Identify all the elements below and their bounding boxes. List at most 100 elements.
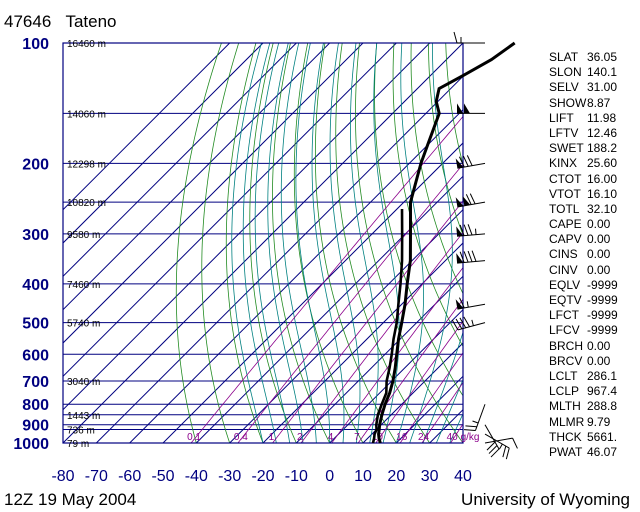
wind-barb — [484, 424, 500, 458]
pressure-tick-label: 500 — [22, 316, 49, 333]
wind-barb — [456, 224, 486, 237]
moist-adiabat-line — [280, 43, 317, 443]
wind-barb-full-tick — [469, 193, 476, 205]
temperature-tick-label: 40 — [454, 468, 472, 485]
pressure-tick-label: 100 — [22, 36, 49, 53]
index-name: LFCV — [549, 323, 580, 338]
moist-adiabat-line — [395, 43, 424, 443]
wind-barb-flag — [455, 197, 464, 208]
index-row: BRCH 0.00 — [549, 339, 637, 354]
data-source: University of Wyoming — [461, 490, 630, 509]
wind-barb — [455, 297, 486, 310]
index-name: MLTH — [549, 399, 581, 414]
wind-barb-full-tick — [467, 250, 473, 262]
isotherm-line — [195, 175, 463, 443]
isotherm-line — [63, 43, 264, 244]
height-label: 5740 m — [67, 319, 100, 330]
temperature-tick-label: 30 — [421, 468, 439, 485]
index-row: THCK 5661. — [549, 430, 637, 445]
height-label: 79 m — [67, 439, 89, 450]
mixing-ratio-line — [331, 266, 463, 443]
moist-adiabat-line — [254, 43, 291, 443]
dry-adiabat-line — [293, 43, 364, 443]
index-name: CAPV — [549, 232, 582, 247]
mixing-ratio-line — [300, 231, 463, 443]
wind-barb-flag — [456, 226, 464, 237]
index-row: LFTV 12.46 — [549, 126, 637, 141]
wind-barb-staff — [474, 404, 486, 431]
wind-barb — [455, 155, 486, 169]
wind-barb-staff — [457, 233, 486, 237]
index-row: BRCV 0.00 — [549, 354, 637, 369]
height-label: 7460 m — [67, 280, 100, 291]
index-name: SWET — [549, 141, 584, 156]
wind-barb-full-tick — [466, 155, 473, 166]
station-id: 47646 — [4, 12, 52, 31]
mixing-ratio-label: 4 — [328, 432, 334, 443]
index-value: 8.87 — [587, 95, 611, 110]
index-name: KINX — [549, 156, 578, 171]
index-name: CINV — [549, 262, 578, 277]
temperature-tick-label: -40 — [185, 468, 208, 485]
moist-adiabat-line — [242, 43, 277, 443]
temperature-tick-label: -60 — [118, 468, 141, 485]
pressure-tick-label: 900 — [22, 418, 49, 435]
index-value: 5661. — [587, 429, 618, 444]
wind-barb-full-tick — [463, 251, 469, 263]
index-value: -9999 — [587, 277, 618, 292]
height-label: 3040 m — [67, 377, 100, 388]
wind-barb-flag — [455, 299, 464, 310]
station-title: 47646 Tateno — [4, 12, 117, 32]
wind-barb-staff — [484, 424, 500, 450]
index-row: MLMR 9.79 — [549, 415, 637, 430]
wind-barb — [455, 193, 486, 208]
wind-barb-full-tick — [459, 224, 465, 236]
index-row: LFCT -9999 — [549, 308, 637, 323]
pressure-tick-label: 400 — [22, 277, 49, 294]
moist-adiabat-line — [311, 43, 345, 443]
height-label: 14060 m — [67, 109, 106, 120]
index-value: 967.4 — [587, 384, 618, 399]
wind-barb-flag — [456, 253, 464, 264]
moist-adiabat-line — [267, 43, 304, 443]
moist-adiabat-line — [329, 43, 361, 443]
station-name: Tateno — [65, 12, 117, 31]
index-row: CAPE 0.00 — [549, 217, 637, 232]
pressure-tick-label: 800 — [22, 397, 49, 414]
index-name: LFTV — [549, 125, 579, 140]
index-row: TOTL 32.10 — [549, 202, 637, 217]
height-label: 9580 m — [67, 230, 100, 241]
wind-barb-full-tick — [462, 155, 469, 167]
isotherm-line — [95, 75, 463, 443]
index-name: TOTL — [549, 201, 580, 216]
index-value: 12.46 — [587, 125, 618, 140]
mixing-ratio-label: 1 — [269, 432, 275, 443]
wind-barb-full-tick — [488, 445, 498, 454]
wind-barb-full-tick — [505, 447, 510, 460]
wind-barb — [464, 404, 486, 432]
dewpoint-profile-line — [371, 208, 404, 444]
index-name: THCK — [549, 429, 582, 444]
index-row: CTOT 16.00 — [549, 172, 637, 187]
temperature-tick-label: -70 — [85, 468, 108, 485]
mixing-ratio-unit-label: g/kg — [461, 432, 480, 443]
index-value: -9999 — [587, 323, 618, 338]
temperature-tick-label: -10 — [285, 468, 308, 485]
index-value: 9.79 — [587, 414, 611, 429]
wind-barb-full-tick — [459, 317, 467, 329]
index-name: PWAT — [549, 444, 583, 459]
temperature-tick-label: -50 — [151, 468, 174, 485]
index-value: 0.00 — [587, 262, 611, 277]
mixing-ratio-label: 7 — [354, 432, 360, 443]
dry-adiabat-line — [428, 43, 463, 237]
wind-barb-full-tick — [459, 251, 465, 263]
index-row: EQLV -9999 — [549, 278, 637, 293]
index-value: 0.00 — [587, 338, 611, 353]
wind-barb-half-tick — [472, 420, 479, 424]
index-value: 16.00 — [587, 171, 618, 186]
moist-adiabat-line — [231, 43, 264, 443]
isotherm-line — [63, 43, 431, 411]
wind-barb-staff — [457, 162, 486, 169]
isotherm-line — [63, 43, 231, 211]
pressure-tick-label: 1000 — [13, 436, 49, 453]
